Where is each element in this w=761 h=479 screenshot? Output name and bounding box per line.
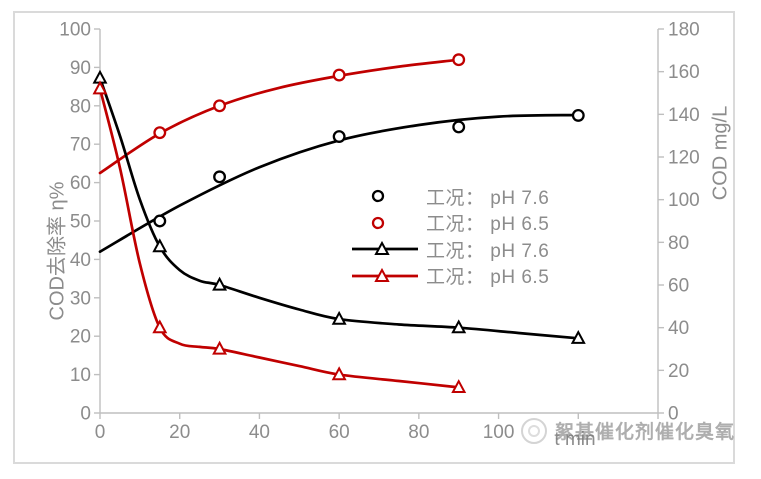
legend: 工况： pH 7.6 工况： pH 6.5 工况： pH 7.6 工况： pH … — [352, 183, 549, 289]
data-point-circle-0 — [571, 108, 585, 122]
y-right-tick-label: 120 — [668, 148, 700, 169]
y-left-axis-title: COD去除率 η% — [46, 181, 69, 321]
legend-line-triangle-marker — [352, 267, 418, 282]
data-point-circle-0 — [153, 214, 167, 228]
y-left-tick-label: 80 — [70, 96, 91, 117]
data-point-triangle-2 — [570, 330, 586, 344]
data-point-circle-1 — [213, 99, 227, 113]
y-right-tick-label: 0 — [668, 404, 679, 425]
x-tick-label: 20 — [169, 422, 190, 443]
data-point-triangle-3 — [152, 319, 168, 334]
x-tick-label: 40 — [249, 422, 270, 443]
data-point-circle-0 — [213, 170, 227, 184]
legend-label: 工况： pH 7.6 — [426, 187, 550, 209]
legend-item: 工况： pH 6.5 — [352, 263, 549, 290]
data-point-circle-0 — [452, 120, 466, 134]
y-left-tick-label: 90 — [70, 58, 91, 79]
data-point-triangle-2 — [331, 310, 347, 325]
y-right-tick-label: 80 — [668, 233, 689, 254]
y-left-tick-label: 10 — [70, 365, 91, 386]
y-right-tick-label: 20 — [668, 361, 689, 382]
legend-circle-marker — [371, 216, 385, 229]
series-trend-line-1 — [98, 58, 461, 175]
x-tick-label: 0 — [95, 422, 106, 443]
y-left-tick-label: 30 — [70, 288, 91, 309]
data-point-triangle-3 — [451, 379, 467, 393]
data-point-circle-1 — [153, 126, 167, 140]
legend-circle-marker — [371, 190, 385, 203]
data-point-circle-0 — [332, 130, 346, 143]
y-right-tick-label: 60 — [668, 276, 689, 297]
data-point-triangle-2 — [212, 276, 228, 291]
y-left-tick-label: 20 — [70, 327, 91, 348]
legend-label: 工况： pH 6.5 — [426, 267, 550, 289]
data-point-triangle-3 — [331, 366, 347, 381]
y-right-axis-title: COD mg/L — [709, 105, 732, 201]
y-right-tick-label: 40 — [668, 318, 689, 339]
x-tick-label: 60 — [329, 422, 350, 443]
data-point-triangle-3 — [212, 340, 228, 355]
y-right-tick-label: 180 — [668, 20, 700, 41]
legend-label: 工况： pH 7.6 — [426, 240, 550, 262]
legend-line-triangle-marker — [352, 241, 418, 256]
legend-item: 工况： pH 7.6 — [352, 183, 549, 210]
y-left-tick-label: 50 — [70, 212, 91, 233]
y-right-tick-label: 100 — [668, 190, 700, 211]
y-right-tick-label: 160 — [668, 62, 700, 83]
y-right-tick-label: 140 — [668, 105, 700, 126]
series-trend-line-2 — [98, 76, 580, 340]
x-tick-label: 100 — [483, 422, 515, 443]
data-point-triangle-3 — [92, 80, 108, 95]
legend-item: 工况： pH 6.5 — [352, 210, 549, 237]
y-left-tick-label: 40 — [70, 250, 91, 271]
legend-label: 工况： pH 6.5 — [426, 214, 550, 236]
y-left-tick-label: 100 — [59, 20, 91, 41]
data-point-circle-1 — [332, 68, 346, 82]
y-left-tick-label: 70 — [70, 135, 91, 156]
data-point-triangle-2 — [451, 319, 467, 334]
y-left-tick-label: 60 — [70, 173, 91, 194]
y-left-tick-label: 0 — [80, 404, 91, 425]
legend-item: 工况： pH 7.6 — [352, 236, 549, 263]
x-tick-label: 80 — [408, 422, 429, 443]
x-axis-title: t min — [554, 429, 596, 450]
data-point-triangle-2 — [152, 238, 168, 253]
data-point-circle-1 — [452, 53, 466, 67]
